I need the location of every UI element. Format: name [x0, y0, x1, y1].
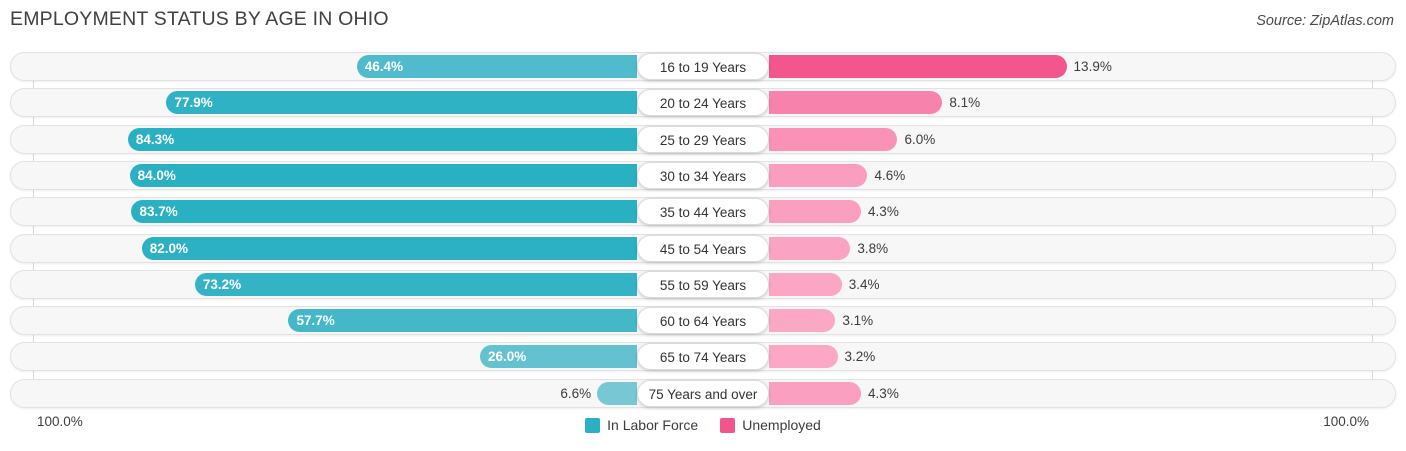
bar-in-labor-force	[194, 272, 637, 296]
legend-label: Unemployed	[742, 417, 821, 433]
category-label-pill: 65 to 74 Years	[637, 343, 769, 371]
category-label-pill: 25 to 29 Years	[637, 125, 769, 153]
bar-in-labor-force	[166, 91, 637, 115]
table-row: 46.4% 13.9% 16 to 19 Years	[10, 52, 1396, 81]
bar-unemployed	[769, 381, 862, 405]
page-title: EMPLOYMENT STATUS BY AGE IN OHIO	[10, 8, 389, 30]
value-label-in-labor-force: 82.0%	[149, 240, 188, 256]
table-row: 82.0% 3.8% 45 to 54 Years	[10, 233, 1396, 263]
bar-in-labor-force	[479, 345, 637, 369]
category-label-pill: 16 to 19 Years	[637, 53, 769, 80]
axis-label-left: 100.0%	[37, 414, 83, 429]
value-label-in-labor-force: 73.2%	[202, 276, 242, 292]
category-label-pill: 55 to 59 Years	[637, 270, 769, 298]
bar-in-labor-force	[141, 236, 637, 260]
value-label-in-labor-force: 6.6%	[560, 385, 592, 401]
value-label-unemployed: 4.3%	[868, 204, 899, 220]
value-label-unemployed: 4.6%	[874, 167, 906, 183]
value-label-in-labor-force: 77.9%	[174, 95, 213, 111]
value-label-in-labor-force: 84.0%	[137, 167, 176, 183]
table-row: 84.0% 4.6% 30 to 34 Years	[10, 160, 1396, 190]
value-label-unemployed: 8.1%	[949, 95, 981, 111]
bar-in-labor-force	[127, 127, 637, 151]
value-label-in-labor-force: 84.3%	[135, 131, 175, 147]
chart-legend: In Labor Force Unemployed	[0, 417, 1406, 433]
bar-unemployed	[769, 163, 868, 187]
bar-unemployed	[769, 91, 943, 115]
table-row: 26.0% 3.2% 65 to 74 Years	[10, 342, 1396, 372]
table-row: 57.7% 3.1% 60 to 64 Years	[10, 306, 1396, 336]
table-row: 83.7% 4.3% 35 to 44 Years	[10, 197, 1396, 227]
legend-swatch-icon	[585, 417, 601, 433]
legend-item[interactable]: Unemployed	[720, 417, 821, 433]
bar-in-labor-force	[288, 309, 637, 333]
gridline-left	[33, 52, 34, 406]
value-label-in-labor-force: 26.0%	[487, 349, 527, 365]
axis-label-right: 100.0%	[1323, 414, 1369, 429]
bar-unemployed	[769, 272, 842, 296]
value-label-in-labor-force: 57.7%	[296, 313, 335, 329]
value-label-unemployed: 3.4%	[848, 276, 880, 292]
value-label-in-labor-force: 83.7%	[139, 204, 178, 220]
bar-in-labor-force	[129, 163, 637, 187]
chart-plot-area: 46.4% 13.9% 16 to 19 Years 77.9% 8.1% 20 to 2…	[0, 52, 1406, 414]
category-label-pill: 30 to 34 Years	[637, 161, 769, 189]
category-label-pill: 35 to 44 Years	[637, 198, 769, 226]
category-label-pill: 75 Years and over	[637, 379, 769, 407]
value-label-unemployed: 4.3%	[868, 385, 899, 401]
category-label-pill: 60 to 64 Years	[637, 307, 769, 335]
table-row: 84.3% 6.0% 25 to 29 Years	[10, 124, 1396, 154]
value-label-unemployed: 3.2%	[844, 349, 876, 365]
gridline-right	[1372, 52, 1373, 406]
bar-unemployed	[769, 55, 1067, 78]
category-label-pill: 45 to 54 Years	[637, 234, 769, 262]
source-attribution: Source: ZipAtlas.com	[1256, 13, 1394, 29]
table-row: 77.9% 8.1% 20 to 24 Years	[10, 88, 1396, 118]
bar-unemployed	[769, 200, 862, 224]
value-label-unemployed: 6.0%	[904, 131, 936, 147]
value-label-unemployed: 3.1%	[842, 313, 874, 329]
table-row: 73.2% 3.4% 55 to 59 Years	[10, 269, 1396, 299]
bar-unemployed	[769, 309, 836, 333]
legend-label: In Labor Force	[607, 417, 699, 433]
value-label-unemployed: 3.8%	[857, 240, 889, 256]
bar-in-labor-force	[131, 200, 637, 224]
value-label-in-labor-force: 46.4%	[364, 59, 404, 74]
legend-swatch-icon	[720, 417, 736, 433]
table-row: 6.6% 4.3% 75 Years and over	[10, 378, 1396, 408]
bar-unemployed	[769, 236, 851, 260]
category-label-pill: 20 to 24 Years	[637, 89, 769, 117]
value-label-unemployed: 13.9%	[1073, 59, 1112, 74]
legend-item[interactable]: In Labor Force	[585, 417, 698, 433]
bar-unemployed	[769, 127, 898, 151]
bar-unemployed	[769, 345, 838, 369]
bar-in-labor-force	[597, 381, 637, 405]
bar-in-labor-force	[356, 55, 637, 78]
